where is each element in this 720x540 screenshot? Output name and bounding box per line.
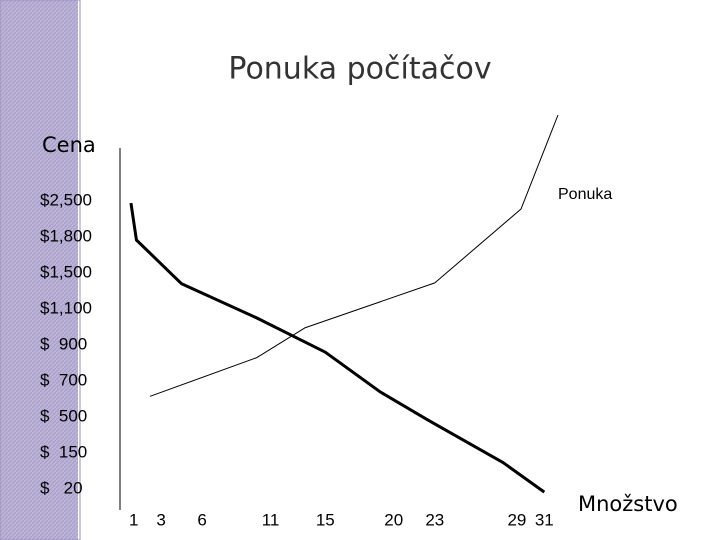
x-tick-label: 11 (262, 510, 280, 529)
x-tick-label: 31 (535, 510, 554, 529)
y-tick-label: $2,500 (40, 190, 92, 209)
series-line (149, 114, 559, 397)
series-line (129, 202, 546, 494)
y-tick-label: $ 500 (40, 406, 87, 425)
x-tick-label: 29 (507, 510, 526, 529)
side-strip (0, 0, 78, 540)
series-label: Ponuka (558, 186, 612, 203)
y-tick-label: $ 700 (40, 370, 87, 389)
x-tick-label: 23 (425, 510, 444, 529)
chart-title: Ponuka počítačov (228, 52, 491, 87)
y-axis-label: Cena (42, 133, 96, 157)
x-tick-label: 15 (316, 510, 335, 529)
x-axis-label: Množstvo (578, 492, 678, 516)
x-tick-label: 3 (156, 510, 165, 529)
y-tick-label: $ 150 (40, 442, 87, 461)
y-tick-label: $1,500 (40, 262, 92, 281)
x-tick-label: 20 (384, 510, 403, 529)
y-tick-label: $1,800 (40, 226, 92, 245)
y-tick-label: $ 900 (40, 334, 87, 353)
side-strip-border (0, 0, 81, 540)
x-tick-label: 1 (129, 510, 138, 529)
x-tick-label: 6 (197, 510, 206, 529)
y-tick-label: $ 20 (40, 478, 83, 497)
y-tick-label: $1,100 (40, 298, 92, 317)
